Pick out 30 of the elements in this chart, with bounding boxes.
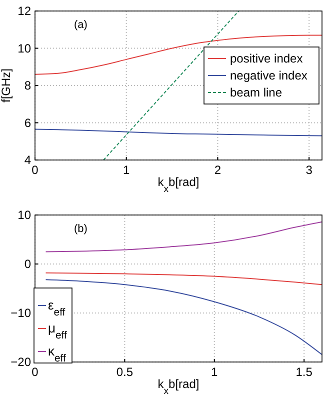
y-tick-label: 12 xyxy=(18,4,32,18)
x-tick-label: 1 xyxy=(211,365,218,379)
x-tick-label: 1 xyxy=(123,163,130,177)
line-series xyxy=(34,128,322,136)
y-tick-label: 4 xyxy=(24,153,32,167)
y-tick-label: −20 xyxy=(10,355,32,369)
legend-label: ε$_{eff}$ xyxy=(48,298,66,318)
legend-label: μ$_{eff}$ xyxy=(48,320,67,341)
x-tick-label: 0.5 xyxy=(116,365,134,379)
legend-label: κ$_{eff}$ xyxy=(48,344,66,364)
annotation: (a) xyxy=(74,19,88,31)
line-series xyxy=(45,221,322,252)
x-tick-label: 1.5 xyxy=(296,365,313,379)
x-tick-label: 3 xyxy=(306,163,313,177)
y-axis-title: f[GHz] xyxy=(0,68,13,103)
annotation: (b) xyxy=(74,223,88,235)
legend-label: beam line xyxy=(230,86,282,100)
y-tick-label: 6 xyxy=(24,116,32,130)
y-tick-label: 0 xyxy=(24,257,32,271)
legend-label: negative index xyxy=(230,68,308,82)
x-tick-label: 2 xyxy=(214,163,222,177)
legend-label: positive index xyxy=(230,52,303,66)
y-tick-label: 10 xyxy=(18,41,32,56)
line-series xyxy=(45,272,322,286)
line-series xyxy=(45,279,322,356)
y-tick-label: 10 xyxy=(18,208,32,222)
y-tick-label: 8 xyxy=(24,78,32,92)
x-axis-title: k$_{x}$b[rad] xyxy=(158,175,200,194)
y-tick-label: −10 xyxy=(10,306,32,320)
x-axis-title: k$_{x}$b[rad] xyxy=(158,377,200,396)
